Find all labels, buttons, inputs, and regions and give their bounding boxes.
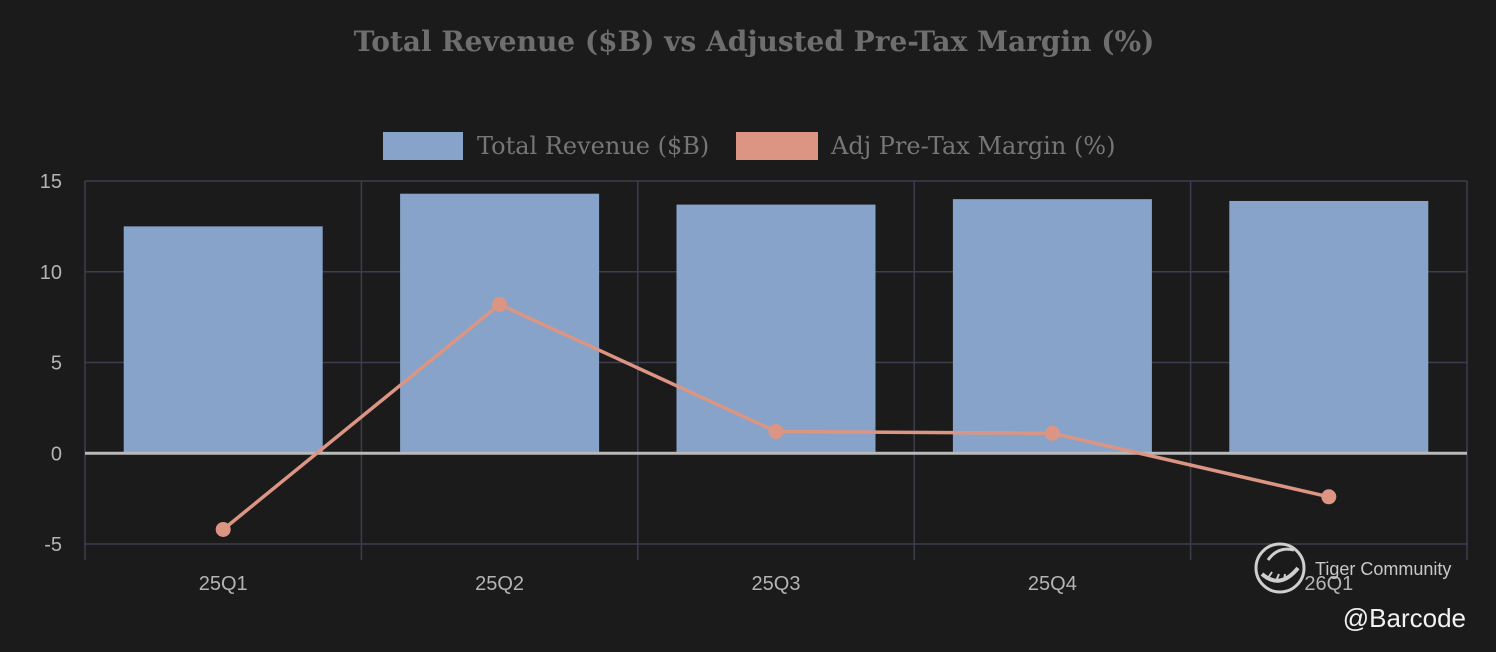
x-tick-label: 25Q4 [1028,573,1077,595]
legend-label-revenue: Total Revenue ($B) [477,132,709,160]
legend-label-margin: Adj Pre-Tax Margin (%) [830,132,1115,160]
watermark-brand: Tiger Community [1315,559,1451,579]
x-tick-label: 25Q2 [475,573,524,595]
revenue-bar [676,204,876,454]
x-axis-ticks: 25Q1 25Q2 25Q3 25Q4 26Q1 [199,573,1354,595]
revenue-bars [123,193,1429,454]
watermark-handle: @Barcode [1343,603,1466,633]
margin-point [768,423,784,439]
margin-point [215,521,231,537]
x-tick-label: 25Q1 [199,573,248,595]
watermark: Tiger Community @Barcode [1254,542,1466,633]
legend-swatch-revenue [383,132,463,160]
margin-point [1321,489,1337,505]
y-tick-label: 10 [40,262,62,284]
tiger-logo-icon [1254,542,1306,594]
legend: Total Revenue ($B) Adj Pre-Tax Margin (%… [383,132,1115,160]
x-tick-label: 25Q3 [752,573,801,595]
revenue-bar [123,226,323,454]
legend-item-revenue[interactable]: Total Revenue ($B) [383,132,709,160]
margin-line [215,296,1337,537]
y-tick-label: 5 [51,353,62,375]
margin-point [1044,425,1060,441]
chart-title: Total Revenue ($B) vs Adjusted Pre-Tax M… [354,25,1155,58]
revenue-bar [1229,200,1429,454]
y-tick-label: 0 [51,443,62,465]
legend-swatch-margin [736,132,818,160]
margin-point [492,296,508,312]
legend-item-margin[interactable]: Adj Pre-Tax Margin (%) [736,132,1115,160]
revenue-bar [400,193,600,454]
y-tick-label: -5 [44,534,62,556]
revenue-bar [952,199,1152,454]
x-tick-label: 26Q1 [1304,573,1353,595]
y-axis-ticks: 15 10 5 0 -5 [40,171,62,556]
y-tick-label: 15 [40,171,62,193]
